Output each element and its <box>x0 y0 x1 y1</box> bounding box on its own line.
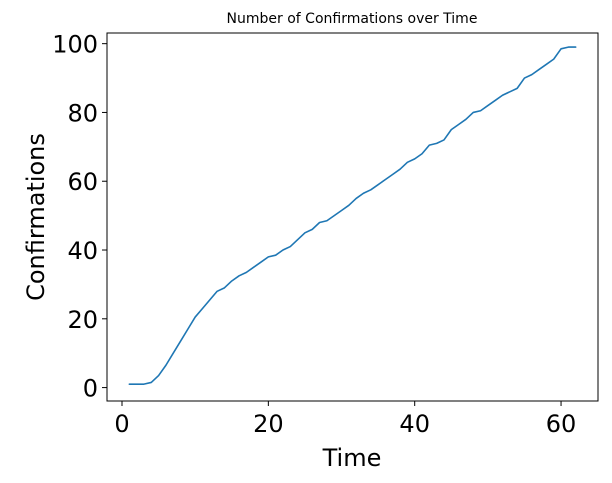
x-tick-label: 20 <box>253 410 284 438</box>
plot-frame <box>106 32 599 402</box>
y-tick-label: 40 <box>67 237 98 265</box>
axis-ticks: 0 20 40 60 0 20 40 60 80 100 <box>52 31 576 438</box>
y-axis-label: Confirmations <box>22 133 50 301</box>
x-tick-label: 0 <box>114 410 129 438</box>
y-tick-label: 100 <box>52 31 98 59</box>
y-tick-label: 20 <box>67 306 98 334</box>
x-tick-label: 40 <box>399 410 430 438</box>
x-axis-label: Time <box>322 444 382 472</box>
y-tick-label: 0 <box>83 375 98 403</box>
y-tick-label: 60 <box>67 168 98 196</box>
x-tick-label: 60 <box>546 410 577 438</box>
chart-title: Number of Confirmations over Time <box>227 11 478 27</box>
series-line <box>128 46 577 385</box>
y-tick-label: 80 <box>67 99 98 127</box>
